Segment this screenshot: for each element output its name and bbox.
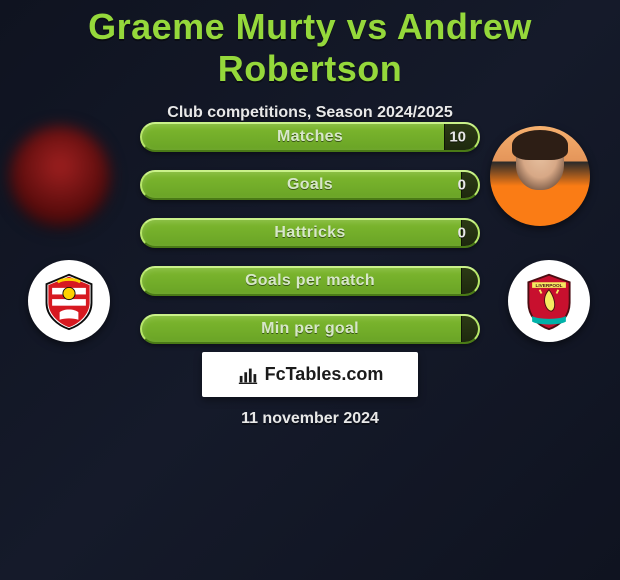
page-title: Graeme Murty vs Andrew Robertson: [0, 0, 620, 90]
stats-container: Matches 10 Goals 0 Hattricks 0 Goals per…: [140, 122, 480, 344]
source-badge: FcTables.com: [202, 352, 418, 397]
stat-label: Matches: [142, 124, 478, 150]
page-subtitle: Club competitions, Season 2024/2025: [0, 104, 620, 122]
stat-label: Min per goal: [142, 316, 478, 342]
player-right-avatar: [490, 126, 590, 226]
stat-label: Goals per match: [142, 268, 478, 294]
liverpool-crest-icon: LIVERPOOL: [519, 271, 579, 331]
stat-row-goals: Goals 0: [140, 170, 480, 200]
club-crest-left: [28, 260, 110, 342]
stat-value-right: 0: [458, 177, 466, 194]
stat-value-right: 0: [458, 225, 466, 242]
bar-chart-icon: [237, 364, 259, 386]
player-left-avatar: [10, 126, 110, 226]
source-badge-text: FcTables.com: [265, 364, 384, 385]
date-stamp: 11 november 2024: [0, 410, 620, 428]
stat-row-matches: Matches 10: [140, 122, 480, 152]
stat-value-right: 10: [449, 129, 466, 146]
svg-text:LIVERPOOL: LIVERPOOL: [536, 283, 563, 288]
stat-row-goals-per-match: Goals per match: [140, 266, 480, 296]
stat-label: Hattricks: [142, 220, 478, 246]
southampton-crest-icon: [39, 271, 99, 331]
club-crest-right: LIVERPOOL: [508, 260, 590, 342]
stat-label: Goals: [142, 172, 478, 198]
stat-row-min-per-goal: Min per goal: [140, 314, 480, 344]
stat-row-hattricks: Hattricks 0: [140, 218, 480, 248]
